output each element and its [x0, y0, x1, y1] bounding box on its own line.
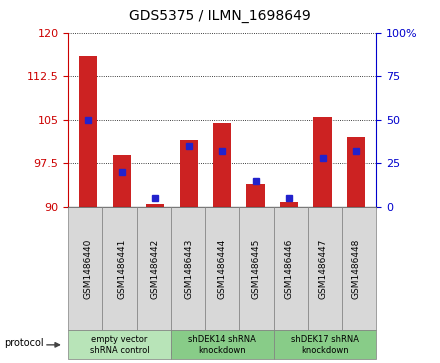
Text: empty vector
shRNA control: empty vector shRNA control — [90, 335, 149, 355]
Text: GSM1486447: GSM1486447 — [318, 238, 327, 299]
Text: GSM1486444: GSM1486444 — [218, 238, 227, 299]
Bar — [347, 137, 365, 207]
Text: shDEK14 shRNA
knockdown: shDEK14 shRNA knockdown — [188, 335, 256, 355]
Text: GSM1486445: GSM1486445 — [251, 238, 260, 299]
Bar — [280, 202, 298, 207]
Text: GSM1486446: GSM1486446 — [285, 238, 293, 299]
Text: GSM1486443: GSM1486443 — [184, 238, 193, 299]
Bar — [113, 155, 131, 207]
Bar — [246, 184, 265, 207]
Bar — [313, 117, 332, 207]
Text: GSM1486448: GSM1486448 — [352, 238, 361, 299]
Text: GSM1486442: GSM1486442 — [151, 238, 160, 299]
Text: shDEK17 shRNA
knockdown: shDEK17 shRNA knockdown — [291, 335, 359, 355]
Text: GDS5375 / ILMN_1698649: GDS5375 / ILMN_1698649 — [129, 9, 311, 23]
Text: protocol: protocol — [4, 338, 44, 348]
Text: GSM1486441: GSM1486441 — [117, 238, 126, 299]
Legend: count, percentile rank within the sample: count, percentile rank within the sample — [73, 333, 253, 358]
Bar — [213, 123, 231, 207]
Text: GSM1486440: GSM1486440 — [84, 238, 93, 299]
Bar — [79, 56, 98, 207]
Bar — [180, 140, 198, 207]
Bar — [146, 204, 165, 207]
